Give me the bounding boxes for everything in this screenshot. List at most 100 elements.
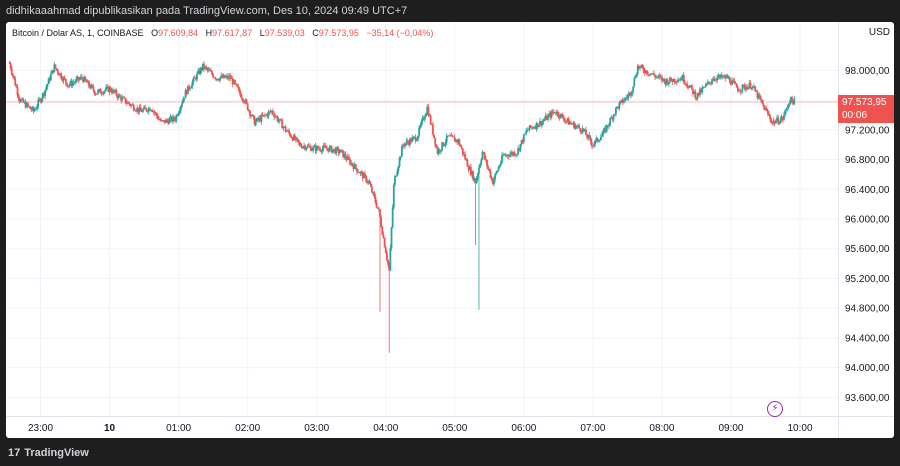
time-tick-label: 10 xyxy=(104,423,116,434)
candle-body xyxy=(293,135,296,140)
candle-body xyxy=(63,77,66,80)
candle-body xyxy=(449,135,452,137)
candle-body xyxy=(112,89,114,94)
candle-body xyxy=(662,78,664,81)
symbol-label[interactable]: Bitcoin / Dolar AS, 1, COINBASE xyxy=(12,28,144,38)
candle-body xyxy=(138,107,141,112)
candle-body xyxy=(410,138,412,143)
time-tick-label: 23:00 xyxy=(28,423,53,434)
candle-body xyxy=(494,174,496,180)
candle-body xyxy=(785,108,788,111)
candle-body xyxy=(392,184,395,208)
candle-body xyxy=(365,175,368,182)
candle-body xyxy=(343,154,346,158)
candle-body xyxy=(707,81,709,84)
candle-body xyxy=(84,76,87,81)
candle-body xyxy=(620,99,623,102)
candle-body xyxy=(618,103,621,109)
candle-body xyxy=(580,131,583,133)
candle-body xyxy=(270,110,273,112)
currency-label[interactable]: USD xyxy=(868,27,890,38)
candle-body xyxy=(117,94,120,98)
candle-body xyxy=(26,103,29,106)
candle-body xyxy=(732,80,735,82)
candle-body xyxy=(230,78,233,80)
candle-body xyxy=(288,130,290,134)
candle-body xyxy=(353,164,356,169)
candle-body xyxy=(771,122,774,124)
candle-body xyxy=(245,99,248,104)
candle-body xyxy=(635,74,638,78)
candle-body xyxy=(491,178,494,185)
candle-body xyxy=(563,118,566,122)
candle-body xyxy=(82,78,85,82)
candle-body xyxy=(440,149,442,152)
candlestick-chart[interactable]: 98.000,0097.600,0097.200,0096.800,0096.4… xyxy=(6,22,894,438)
candle-body xyxy=(625,97,628,99)
candle-body xyxy=(758,94,761,99)
candle-body xyxy=(145,108,148,111)
candle-body xyxy=(528,125,531,130)
candle-body xyxy=(289,133,292,137)
time-tick-label: 02:00 xyxy=(235,423,260,434)
candle-body xyxy=(277,120,280,122)
candle-body xyxy=(689,85,692,87)
candle-body xyxy=(709,82,712,84)
candle-body xyxy=(501,155,503,163)
candle-body xyxy=(250,115,253,117)
lightning-bolt-icon[interactable]: ⚡ xyxy=(767,401,783,417)
candle-body xyxy=(672,78,675,82)
candle-body xyxy=(41,93,44,99)
candle-body xyxy=(79,76,82,79)
price-tick-label: 98.000,00 xyxy=(845,66,890,77)
candle-body xyxy=(333,148,335,150)
tradingview-logo[interactable]: 17 TradingView xyxy=(8,447,89,459)
candle-body xyxy=(465,159,468,161)
candle-body xyxy=(258,117,261,121)
candle-body xyxy=(297,139,300,143)
candle-body xyxy=(699,89,701,96)
candle-body xyxy=(460,146,463,149)
candle-body xyxy=(77,76,80,81)
candle-body xyxy=(150,109,152,111)
candle-body xyxy=(239,92,242,98)
candle-body xyxy=(456,139,458,143)
candle-body xyxy=(483,153,486,160)
candle-body xyxy=(358,172,361,174)
candle-body xyxy=(356,168,358,173)
candle-body xyxy=(650,73,653,75)
candle-body xyxy=(105,87,108,91)
candle-body xyxy=(511,152,514,155)
candle-body xyxy=(423,116,426,120)
candle-body xyxy=(761,99,763,103)
tradingview-brand: TradingView xyxy=(24,447,89,459)
candle-body xyxy=(774,121,777,124)
candle-body xyxy=(176,115,179,116)
candle-body xyxy=(504,154,507,156)
candle-body xyxy=(715,79,717,81)
candle-body xyxy=(320,150,323,152)
candle-body xyxy=(319,148,322,151)
candle-body xyxy=(756,91,759,98)
candle-body xyxy=(209,70,212,72)
candle-body xyxy=(124,98,127,104)
candle-body xyxy=(573,122,576,129)
candle-body xyxy=(87,80,90,86)
candle-body xyxy=(537,125,540,128)
candle-body xyxy=(686,83,689,87)
candle-body xyxy=(692,88,694,94)
chart-panel[interactable]: 98.000,0097.600,0097.200,0096.800,0096.4… xyxy=(6,22,894,438)
candle-body xyxy=(236,84,239,87)
candle-body xyxy=(432,124,434,135)
candle-body xyxy=(682,75,685,83)
candle-body xyxy=(135,110,137,112)
candle-body xyxy=(203,63,205,69)
candle-body xyxy=(552,111,555,113)
candle-body xyxy=(726,75,729,79)
candle-body xyxy=(235,83,238,85)
candle-body xyxy=(244,99,247,103)
candle-body xyxy=(128,102,131,105)
candle-body xyxy=(626,97,629,99)
candle-body xyxy=(572,122,575,125)
candle-body xyxy=(66,83,68,87)
